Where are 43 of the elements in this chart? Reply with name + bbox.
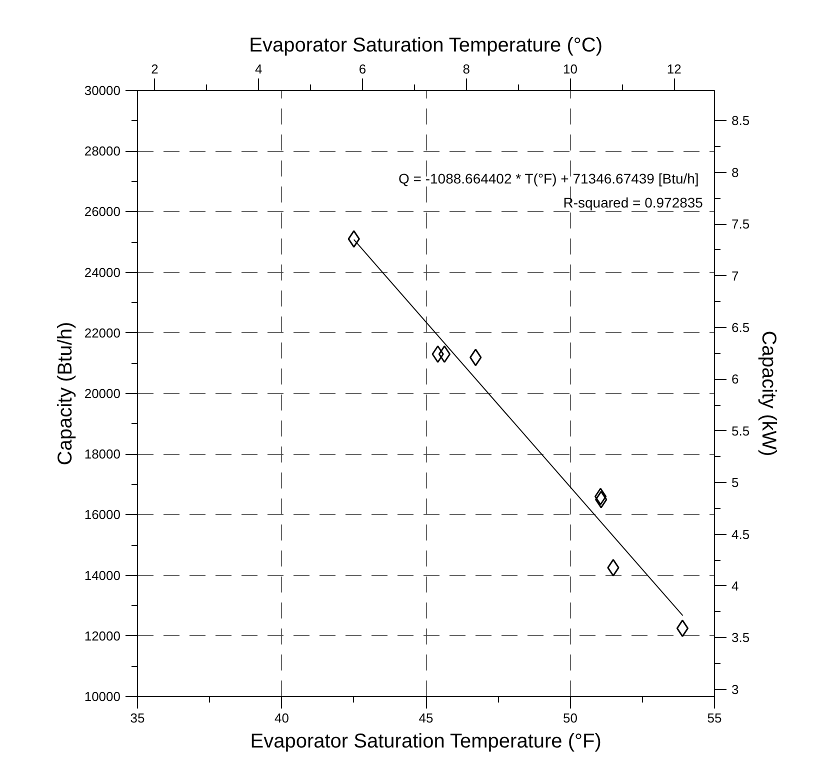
point xyxy=(438,345,451,363)
point xyxy=(676,620,689,638)
y-tick-label: 14000 xyxy=(84,568,121,583)
x2-tick-label: 12 xyxy=(666,62,682,76)
x-tick-label: 55 xyxy=(707,710,722,726)
point xyxy=(594,488,607,506)
y2-tick-label: 3 xyxy=(732,682,739,697)
annotation: Q = -1088.664402 * T(°F) + 71346.67439 [Btu/h] xyxy=(398,170,699,186)
x-tick-label: 35 xyxy=(130,710,145,726)
x2-tick-label: 2 xyxy=(151,62,158,76)
y2-tick-label: 5 xyxy=(732,475,739,490)
y-tick-label: 18000 xyxy=(84,446,121,462)
y-tick-label: 24000 xyxy=(84,264,121,280)
y2-tick-label: 7.5 xyxy=(732,216,750,232)
y-tick-label: 12000 xyxy=(84,628,121,644)
y-tick-label: 22000 xyxy=(84,325,121,340)
y2-tick-label: 5.5 xyxy=(732,423,750,438)
y-axis-title: Capacity (Btu/h) xyxy=(54,322,76,466)
x-tick-label: 40 xyxy=(274,710,289,726)
y2-axis-title: Capacity (kW) xyxy=(758,330,780,456)
y2-tick-label: 7 xyxy=(732,268,739,284)
y-tick-label: 28000 xyxy=(84,144,121,159)
x-tick-label: 45 xyxy=(418,710,434,726)
y2-tick-label: 4 xyxy=(732,578,739,594)
y2-tick-label: 8.5 xyxy=(732,113,750,128)
x2-tick-label: 4 xyxy=(255,62,262,76)
y2-tick-label: 6.5 xyxy=(732,320,750,335)
y2-tick-label: 3.5 xyxy=(732,630,750,646)
x2-tick-label: 6 xyxy=(358,62,366,76)
x-axis-title: Evaporator Saturation Temperature (°F) xyxy=(250,730,602,752)
y-tick-label: 10000 xyxy=(84,689,121,704)
annotation: R-squared = 0.972835 xyxy=(563,194,704,211)
y2-tick-label: 8 xyxy=(732,164,739,180)
y-tick-label: 26000 xyxy=(84,204,121,220)
y2-tick-label: 4.5 xyxy=(732,526,750,542)
y2-tick-label: 6 xyxy=(732,372,739,387)
y-tick-label: 30000 xyxy=(84,83,121,98)
x-tick-label: 50 xyxy=(563,710,578,726)
x2-tick-label: 8 xyxy=(462,62,470,76)
x2-axis-title: Evaporator Saturation Temperature (°C) xyxy=(249,34,603,56)
x2-tick-label: 10 xyxy=(563,62,578,76)
y-tick-label: 20000 xyxy=(84,386,121,401)
y-tick-label: 16000 xyxy=(84,507,121,522)
